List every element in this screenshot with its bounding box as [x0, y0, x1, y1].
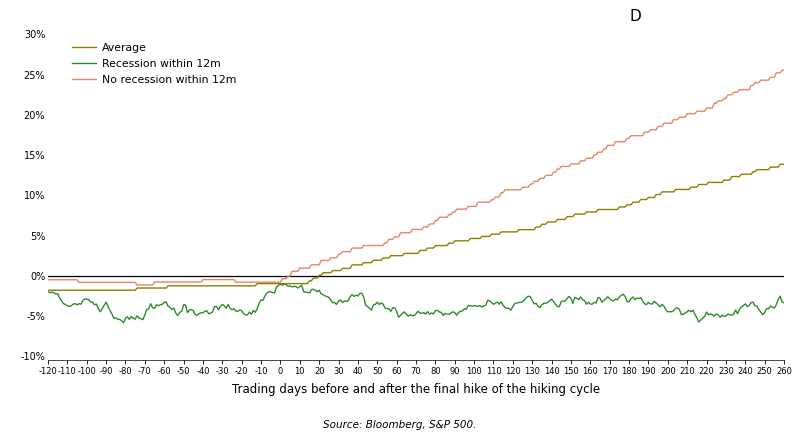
Recession within 12m [276, 282, 286, 287]
Line: No recession within 12m: No recession within 12m [48, 70, 784, 285]
No recession within 12m [152, 279, 162, 285]
Average [43, 288, 53, 293]
Recession within 12m [779, 300, 789, 306]
Recession within 12m [118, 320, 128, 326]
Recession within 12m [620, 294, 630, 299]
Legend: Average, Recession within 12m, No recession within 12m: Average, Recession within 12m, No recess… [68, 39, 241, 90]
No recession within 12m [779, 68, 789, 73]
Recession within 12m [246, 312, 256, 317]
Average [245, 283, 254, 289]
No recession within 12m [514, 187, 523, 192]
Recession within 12m [516, 300, 526, 305]
Text: D: D [630, 9, 641, 24]
Average [512, 229, 522, 234]
No recession within 12m [246, 279, 256, 285]
Average [775, 162, 785, 167]
Recession within 12m [523, 293, 533, 299]
Recession within 12m [72, 302, 82, 308]
No recession within 12m [43, 277, 53, 283]
Average [72, 288, 82, 293]
No recession within 12m [618, 139, 628, 144]
Average [779, 162, 789, 167]
Average [520, 227, 530, 232]
Line: Average: Average [48, 164, 784, 290]
Text: Source: Bloomberg, S&P 500.: Source: Bloomberg, S&P 500. [323, 420, 477, 430]
Line: Recession within 12m: Recession within 12m [48, 284, 784, 323]
Recession within 12m [43, 289, 53, 294]
No recession within 12m [522, 184, 531, 190]
Average [617, 204, 626, 210]
Recession within 12m [152, 302, 162, 307]
No recession within 12m [778, 68, 787, 73]
No recession within 12m [132, 283, 142, 288]
Average [150, 286, 159, 291]
No recession within 12m [72, 277, 82, 283]
X-axis label: Trading days before and after the final hike of the hiking cycle: Trading days before and after the final … [232, 383, 600, 396]
